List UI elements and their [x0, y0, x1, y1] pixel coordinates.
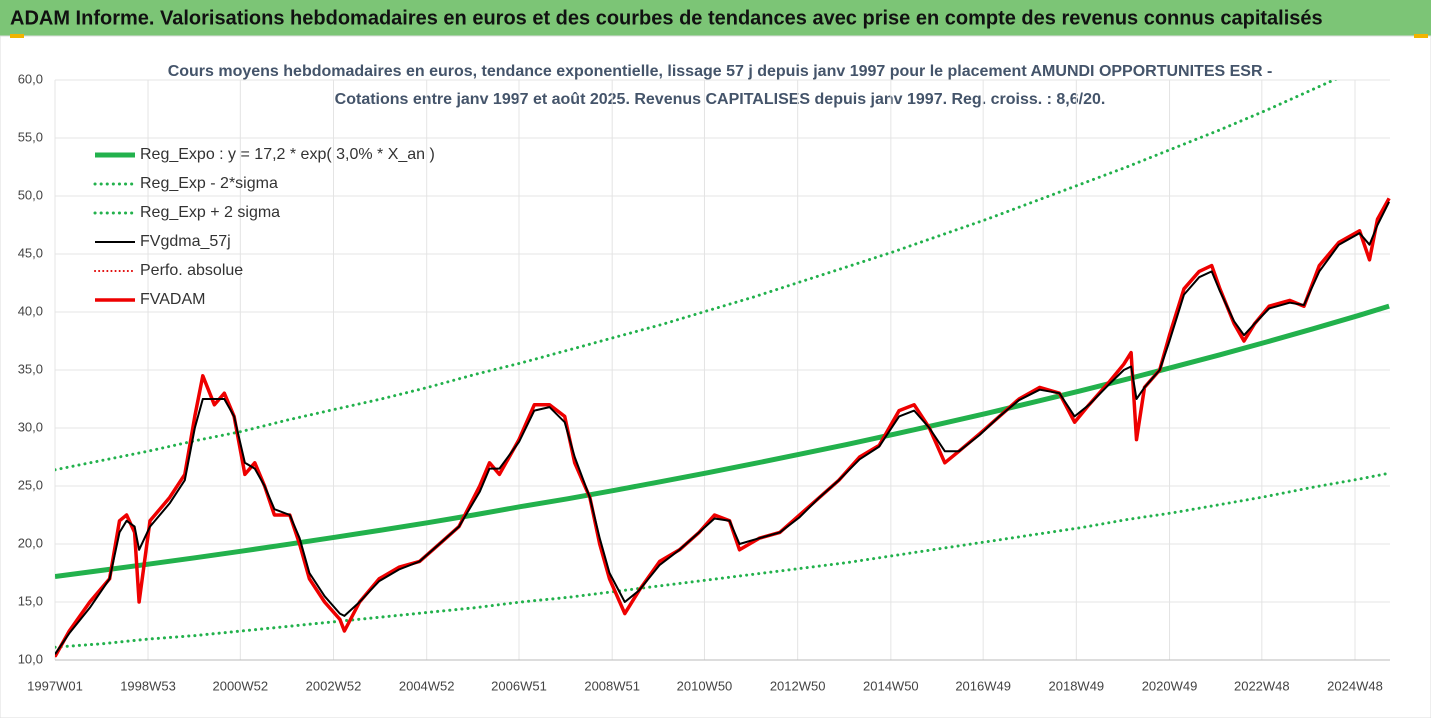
x-tick-label: 2012W50	[770, 678, 826, 693]
x-tick-label: 2020W49	[1142, 678, 1198, 693]
x-tick-label: 2000W52	[212, 678, 268, 693]
y-tick-label: 20,0	[18, 535, 43, 550]
x-tick-label: 2008W51	[584, 678, 640, 693]
x-tick-label: 2016W49	[955, 678, 1011, 693]
x-tick-label: 1998W53	[120, 678, 176, 693]
header-band	[0, 0, 1431, 36]
y-tick-label: 35,0	[18, 361, 43, 376]
y-tick-label: 45,0	[18, 245, 43, 260]
chart-title: Cours moyens hebdomadaires en euros, ten…	[168, 63, 1273, 80]
y-tick-label: 25,0	[18, 477, 43, 492]
legend-label: FVgdma_57j	[140, 233, 231, 250]
y-tick-label: 15,0	[18, 593, 43, 608]
y-tick-label: 50,0	[18, 187, 43, 202]
y-tick-label: 30,0	[18, 419, 43, 434]
legend-label: Reg_Exp + 2 sigma	[140, 204, 280, 221]
legend-label: Reg_Expo : y = 17,2 * exp( 3,0% * X_an )	[140, 146, 435, 163]
y-tick-label: 10,0	[18, 651, 43, 666]
x-tick-label: 2010W50	[677, 678, 733, 693]
series-line	[55, 303, 1390, 579]
plot-area	[55, 80, 1391, 658]
series-line	[55, 201, 1390, 655]
legend-label: FVADAM	[140, 291, 205, 308]
series-line	[55, 471, 1391, 649]
x-tick-label: 1997W01	[27, 678, 83, 693]
y-tick-label: 40,0	[18, 303, 43, 318]
legend-label: Reg_Exp - 2*sigma	[140, 175, 278, 192]
x-tick-label: 2024W48	[1327, 678, 1383, 693]
x-tick-label: 2022W48	[1234, 678, 1290, 693]
x-tick-label: 2006W51	[491, 678, 547, 693]
y-tick-label: 60,0	[18, 71, 43, 86]
x-tick-label: 2002W52	[306, 678, 362, 693]
x-tick-label: 2014W50	[863, 678, 919, 693]
chart-frame	[0, 35, 1431, 719]
x-tick-label: 2004W52	[399, 678, 455, 693]
header-title: ADAM Informe. Valorisations hebdomadaire…	[10, 7, 1323, 29]
corner-mark	[1414, 34, 1428, 38]
y-tick-label: 55,0	[18, 129, 43, 144]
corner-mark	[10, 34, 24, 38]
x-tick-label: 2018W49	[1049, 678, 1105, 693]
legend: Reg_Expo : y = 17,2 * exp( 3,0% * X_an )…	[93, 146, 435, 308]
legend-label: Perfo. absolue	[140, 262, 243, 279]
chart-subtitle: Cotations entre janv 1997 et août 2025. …	[335, 91, 1106, 108]
series-line	[55, 80, 1338, 472]
